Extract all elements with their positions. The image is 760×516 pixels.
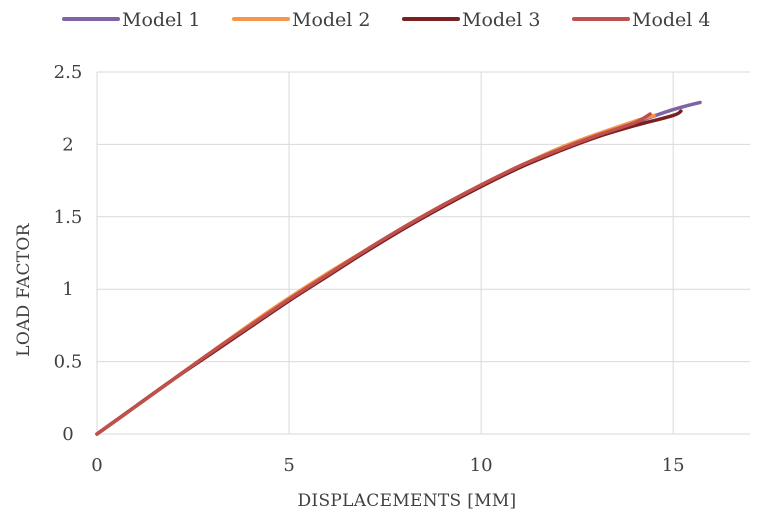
legend-item-model-2: Model 2 (232, 9, 371, 31)
y-tick-label: 1.5 (54, 207, 83, 228)
y-tick-label: 2.5 (54, 62, 83, 83)
legend-label: Model 1 (122, 9, 201, 31)
series-line-model-3 (95, 109, 683, 436)
y-tick-label: 2 (62, 134, 73, 155)
series-layer (95, 100, 702, 436)
series-line-model-2 (95, 113, 656, 436)
legend-label: Model 3 (462, 9, 541, 31)
y-tick-label: 1 (62, 279, 73, 300)
y-tick-label: 0.5 (54, 352, 83, 373)
legend-item-model-3: Model 3 (402, 9, 541, 31)
legend-label: Model 2 (292, 9, 371, 31)
x-tick-label: 10 (470, 455, 493, 476)
legend-item-model-1: Model 1 (62, 9, 201, 31)
x-tick-label: 0 (91, 455, 102, 476)
y-tick-label: 0 (62, 424, 73, 445)
gridlines (96, 71, 750, 435)
series-line-model-1 (95, 100, 702, 436)
x-tick-label: 15 (662, 455, 685, 476)
x-tick-label: 5 (283, 455, 294, 476)
legend-item-model-4: Model 4 (572, 9, 711, 31)
x-axis-title: DISPLACEMENTS [MM] (298, 491, 517, 511)
legend-label: Model 4 (632, 9, 711, 31)
tick-labels: 0 0.5 1 1.5 2 2.5 0 5 10 15 (54, 62, 685, 476)
series-line-model-4 (95, 112, 652, 436)
legend: Model 1 Model 2 Model 3 Model 4 (62, 9, 711, 31)
y-axis-title: LOAD FACTOR (14, 222, 34, 356)
